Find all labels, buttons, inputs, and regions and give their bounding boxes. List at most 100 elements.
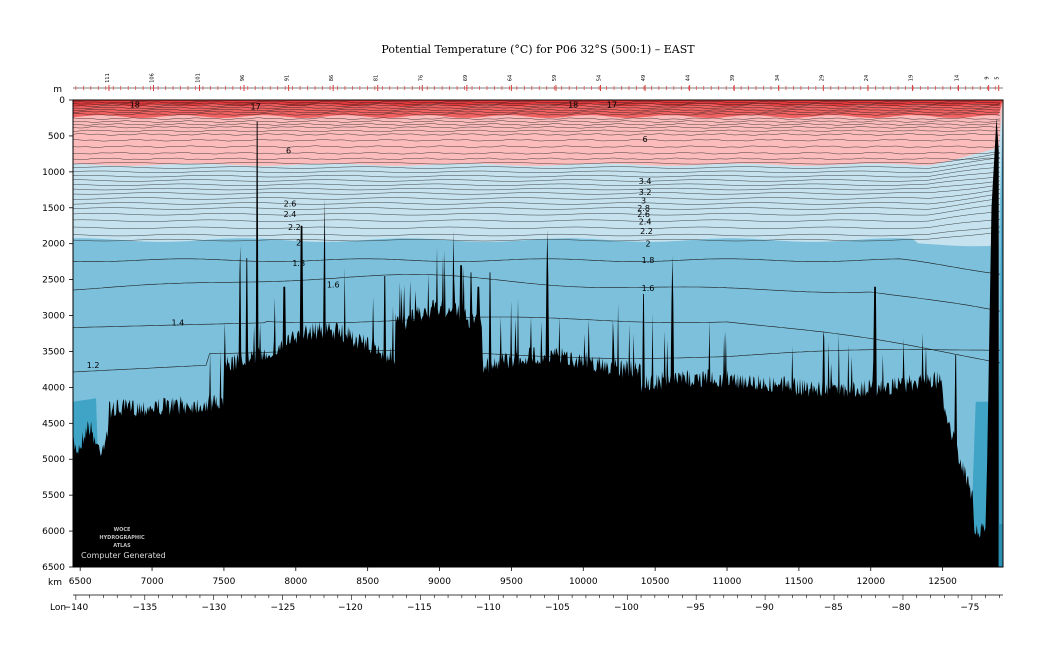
isotherm-lines [72,101,1001,373]
isotherm-mid-7 [72,184,1001,195]
station-label-15: 34 [775,75,781,81]
eastern-trench-water [998,523,1003,567]
isotherm-1-4 [72,316,1001,364]
isotherm-1-2 [72,349,1001,373]
isotherm-mid-15 [72,231,1001,242]
longitude-axis: −140 −135 −130 −125 −120 −115 −110 −105 −100 −95 −… [64,594,1003,613]
isotherm-upper-4 [72,108,1001,112]
distance-tick-label-11: 12000 [856,577,885,587]
station-label-6: 81 [374,75,380,81]
contour-label-13: 2 [645,240,650,249]
depth-tick-label-9: 4500 [42,419,65,429]
isotherm-mid-9 [72,193,1001,205]
distance-tick-label-10: 11500 [785,577,814,587]
contour-label-21: 1.6 [327,281,340,290]
depth-tick-label-4: 2000 [42,240,65,250]
isotherm-mid-10 [72,198,1001,210]
contour-label-3: 17 [607,100,617,109]
watermark-line-2: HYDROGRAPHIC [99,535,145,541]
longitude-tick-label-4: −120 [338,603,363,613]
station-label-12: 49 [641,75,647,81]
contour-label-15: 1.6 [642,284,655,293]
isotherm-mid-3 [72,167,1001,178]
band-above-17 [73,100,1003,107]
depth-tick-label-11: 5500 [42,491,65,501]
isotherm-upper-6 [72,113,1001,116]
watermark-line-3: ATLAS [113,543,131,549]
contour-label-12: 2.2 [640,227,653,236]
isotherm-upper-3 [72,106,1001,110]
contour-label-7: 3.2 [639,188,652,197]
contour-label-0: 18 [130,100,140,109]
longitude-tick-label-2: −130 [202,603,227,613]
isotherm-1-8 [72,258,1001,275]
contour-label-8: 3 [641,197,646,206]
contour-label-18: 2.2 [288,223,301,232]
station-label-5: 86 [329,75,335,81]
station-label-7: 76 [418,75,424,81]
contour-label-16: 2.6 [284,200,297,209]
longitude-tick-label-3: −125 [271,603,296,613]
longitude-tick-label-13: −75 [960,603,979,613]
isotherm-mid-4 [72,171,1001,182]
isotherm-upper-15 [72,151,1001,155]
depth-tick-label-0: 0 [59,96,65,106]
distance-tick-label-8: 10500 [641,577,670,587]
isotherm-1-6 [72,274,1001,312]
isotherm-upper-11 [72,129,1001,133]
station-label-17: 24 [864,75,870,81]
station-label-8: 69 [463,75,469,81]
depth-tick-label-5: 2500 [42,276,65,286]
longitude-tick-label-0: −140 [64,603,89,613]
station-label-21: 5 [995,76,1001,79]
distance-tick-label-3: 8000 [284,577,307,587]
longitude-tick-label-1: −135 [133,603,158,613]
contour-label-4: 6 [286,146,291,155]
distance-tick-label-4: 8500 [356,577,379,587]
isotherm-mid-2 [72,162,1001,173]
watermark-line-1: WOCE [114,527,131,533]
contour-label-2: 18 [568,100,578,109]
distance-tick-label-0: 6500 [69,577,92,587]
woce-watermark: WOCE HYDROGRAPHIC ATLAS Computer Generat… [81,527,166,560]
contour-label-22: 1.4 [172,319,185,328]
isotherm-mid-1 [72,157,1001,169]
seafloor-bathymetry [73,117,1003,567]
distance-tick-label-12: 12500 [928,577,957,587]
station-label-16: 29 [819,75,825,81]
contour-label-10: 2.6 [637,210,650,219]
station-label-10: 59 [552,75,558,81]
chart-title: Potential Temperature (°C) for P06 32°S … [381,43,695,56]
longitude-tick-label-6: −110 [476,603,501,613]
contour-label-20: 1.8 [292,259,305,268]
watermark-note: Computer Generated [81,551,166,560]
longitude-tick-label-12: −80 [891,603,910,613]
distance-tick-label-7: 10000 [569,577,598,587]
depth-tick-label-2: 1000 [42,168,65,178]
isotherm-upper-12 [72,133,1001,136]
station-label-0: 111 [105,73,111,83]
station-label-9: 64 [507,75,513,81]
isotherm-upper-14 [72,145,1001,148]
station-label-19: 14 [954,75,960,81]
seafloor-profile [73,117,999,567]
contour-label-17: 2.4 [284,210,297,219]
depth-tick-label-7: 3500 [42,348,65,358]
distance-tick-label-5: 9000 [428,577,451,587]
isotherm-upper-0 [72,101,1001,104]
station-label-3: 96 [240,75,246,81]
distance-tick-label-2: 7500 [212,577,235,587]
longitude-tick-label-9: −95 [686,603,705,613]
depth-tick-label-8: 4000 [42,383,65,393]
isotherm-upper-9 [72,123,1001,126]
depth-tick-label-12: 6000 [42,527,65,537]
distance-tick-label-6: 9500 [500,577,523,587]
distance-axis: 6500 7000 7500 8000 8500 9000 9500 10000 10500 11… [69,567,957,587]
longitude-tick-label-5: −115 [407,603,432,613]
isotherm-upper-10 [72,126,1001,129]
isotherm-upper-16 [72,157,1001,161]
station-label-14: 39 [730,75,736,81]
contour-label-19: 2 [296,238,301,247]
station-label-13: 44 [686,75,692,81]
contour-label-1: 17 [251,103,261,112]
